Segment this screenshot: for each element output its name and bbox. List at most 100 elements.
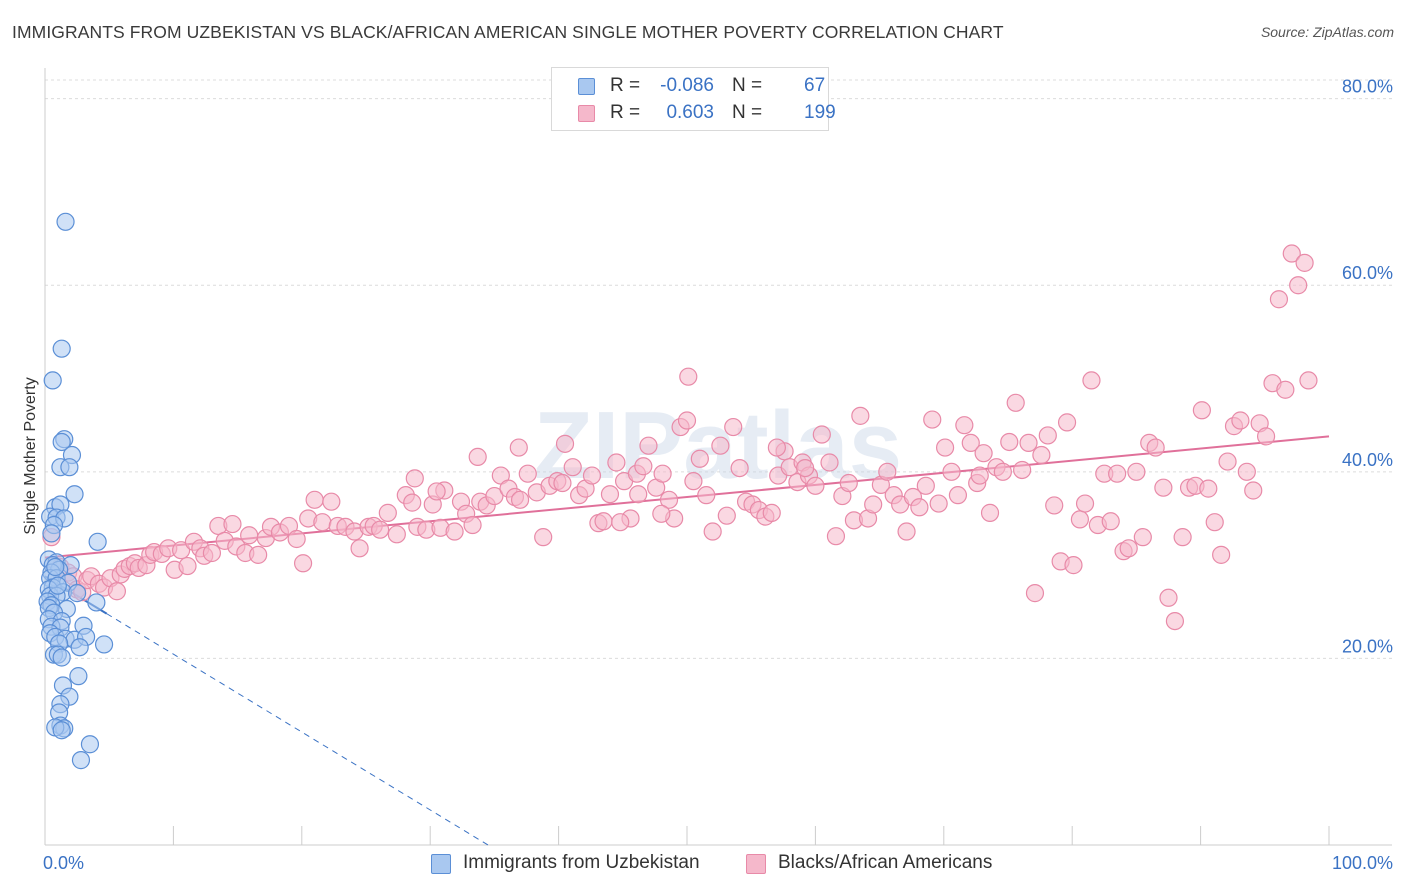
data-point-black-african-american bbox=[820, 453, 839, 472]
data-point-black-african-american bbox=[1173, 528, 1192, 547]
legend-label: Immigrants from Uzbekistan bbox=[463, 852, 700, 873]
data-point-black-african-american bbox=[350, 539, 369, 558]
y-tick-label: 60.0% bbox=[1342, 263, 1393, 283]
correlation-legend: R = -0.086 N = 67 R = 0.603 N = 199 bbox=[551, 67, 836, 131]
data-point-black-african-american bbox=[1038, 426, 1057, 445]
data-point-black-african-american bbox=[405, 469, 424, 488]
data-point-black-african-american bbox=[878, 462, 897, 481]
data-point-black-african-american bbox=[1057, 413, 1077, 432]
data-point-black-african-american bbox=[305, 490, 324, 509]
data-point-black-african-american bbox=[322, 492, 341, 511]
data-point-black-african-american bbox=[1159, 588, 1178, 607]
data-point-uzbekistan bbox=[87, 593, 106, 612]
data-point-black-african-american bbox=[1108, 464, 1127, 483]
data-point-black-african-american bbox=[1218, 452, 1237, 471]
data-point-black-african-american bbox=[1006, 393, 1025, 412]
legend-n-value: 199 bbox=[804, 102, 836, 123]
data-point-black-african-american bbox=[1101, 512, 1120, 531]
y-tick-label: 40.0% bbox=[1342, 450, 1393, 470]
data-point-black-african-american bbox=[897, 522, 916, 541]
data-point-black-african-american bbox=[1127, 462, 1146, 481]
legend-r-label: R = bbox=[610, 75, 641, 96]
data-point-black-african-american bbox=[690, 449, 709, 468]
data-point-black-african-american bbox=[851, 406, 870, 425]
data-point-black-african-american bbox=[864, 495, 883, 514]
data-point-black-african-american bbox=[1133, 528, 1152, 547]
data-point-black-african-american bbox=[980, 503, 1000, 522]
data-point-black-african-american bbox=[611, 513, 630, 532]
data-point-black-african-american bbox=[1165, 611, 1185, 631]
data-point-black-african-american bbox=[762, 503, 781, 522]
data-point-black-african-american bbox=[724, 417, 743, 437]
data-point-black-african-american bbox=[697, 486, 716, 505]
data-point-uzbekistan bbox=[56, 212, 75, 231]
data-point-black-african-american bbox=[629, 485, 648, 504]
data-point-black-african-american bbox=[639, 436, 658, 455]
source-label: Source: ZipAtlas.com bbox=[1260, 24, 1394, 40]
y-tick-label: 80.0% bbox=[1342, 77, 1393, 97]
data-point-black-african-american bbox=[1070, 510, 1090, 529]
legend-swatch-blue bbox=[431, 854, 451, 874]
data-point-black-african-american bbox=[600, 485, 620, 504]
data-point-black-african-american bbox=[1032, 445, 1051, 465]
data-point-black-african-american bbox=[1231, 411, 1250, 430]
data-point-black-african-american bbox=[634, 457, 653, 476]
data-point-black-african-american bbox=[1269, 290, 1289, 309]
legend-r-label: R = bbox=[610, 102, 641, 123]
data-point-black-african-american bbox=[555, 434, 575, 453]
data-point-black-african-american bbox=[730, 458, 749, 478]
data-point-uzbekistan bbox=[71, 751, 91, 770]
data-point-black-african-american bbox=[703, 522, 722, 541]
data-point-black-african-american bbox=[518, 464, 537, 483]
data-point-black-african-american bbox=[371, 520, 390, 539]
data-point-black-african-american bbox=[427, 482, 446, 501]
data-point-black-african-american bbox=[916, 476, 935, 495]
data-point-uzbekistan bbox=[43, 371, 62, 390]
data-point-black-african-american bbox=[534, 528, 553, 547]
data-point-black-african-american bbox=[948, 486, 968, 505]
data-point-black-african-american bbox=[563, 458, 582, 477]
data-point-black-african-american bbox=[468, 447, 487, 467]
data-point-black-african-american bbox=[1282, 244, 1301, 263]
data-point-black-african-american bbox=[1192, 401, 1211, 420]
data-point-uzbekistan bbox=[46, 557, 65, 577]
data-point-black-african-american bbox=[684, 472, 703, 491]
data-point-black-african-american bbox=[935, 438, 955, 457]
data-point-black-african-american bbox=[796, 458, 815, 478]
x-tick-label-max: 100.0% bbox=[1332, 853, 1393, 873]
data-point-black-african-american bbox=[677, 411, 697, 430]
data-point-black-african-american bbox=[1082, 371, 1101, 390]
legend-n-value: 67 bbox=[804, 75, 826, 96]
data-point-black-african-american bbox=[653, 464, 672, 483]
data-point-black-african-american bbox=[717, 506, 736, 525]
data-point-black-african-american bbox=[553, 473, 572, 493]
legend-n-label: N = bbox=[732, 102, 763, 123]
data-point-black-african-american bbox=[293, 554, 313, 573]
data-point-uzbekistan bbox=[52, 648, 71, 667]
data-point-black-african-american bbox=[403, 493, 422, 512]
data-point-black-african-american bbox=[839, 473, 858, 493]
data-point-black-african-american bbox=[463, 515, 482, 535]
data-point-black-african-american bbox=[929, 494, 948, 513]
legend-n-label: N = bbox=[732, 75, 763, 96]
data-point-black-african-american bbox=[1119, 539, 1138, 558]
legend-row-blue: R = -0.086 N = 67 bbox=[552, 74, 828, 100]
data-point-black-african-american bbox=[1146, 438, 1165, 457]
data-point-black-african-american bbox=[1205, 513, 1224, 532]
data-point-black-african-american bbox=[1019, 433, 1038, 453]
data-point-uzbekistan bbox=[80, 735, 100, 754]
legend-r-value: 0.603 bbox=[666, 102, 714, 123]
data-point-black-african-american bbox=[1025, 584, 1045, 603]
data-point-uzbekistan bbox=[42, 524, 61, 543]
data-point-black-african-american bbox=[1154, 478, 1173, 497]
data-point-black-african-american bbox=[955, 416, 974, 435]
data-point-black-african-american bbox=[1013, 460, 1032, 480]
data-point-black-african-american bbox=[1045, 496, 1064, 515]
data-point-black-african-american bbox=[582, 466, 602, 485]
data-point-black-african-american bbox=[1256, 427, 1276, 446]
y-tick-label: 20.0% bbox=[1342, 636, 1393, 656]
data-point-black-african-american bbox=[387, 525, 406, 544]
data-point-black-african-american bbox=[1299, 371, 1318, 390]
data-point-black-african-american bbox=[223, 514, 242, 534]
